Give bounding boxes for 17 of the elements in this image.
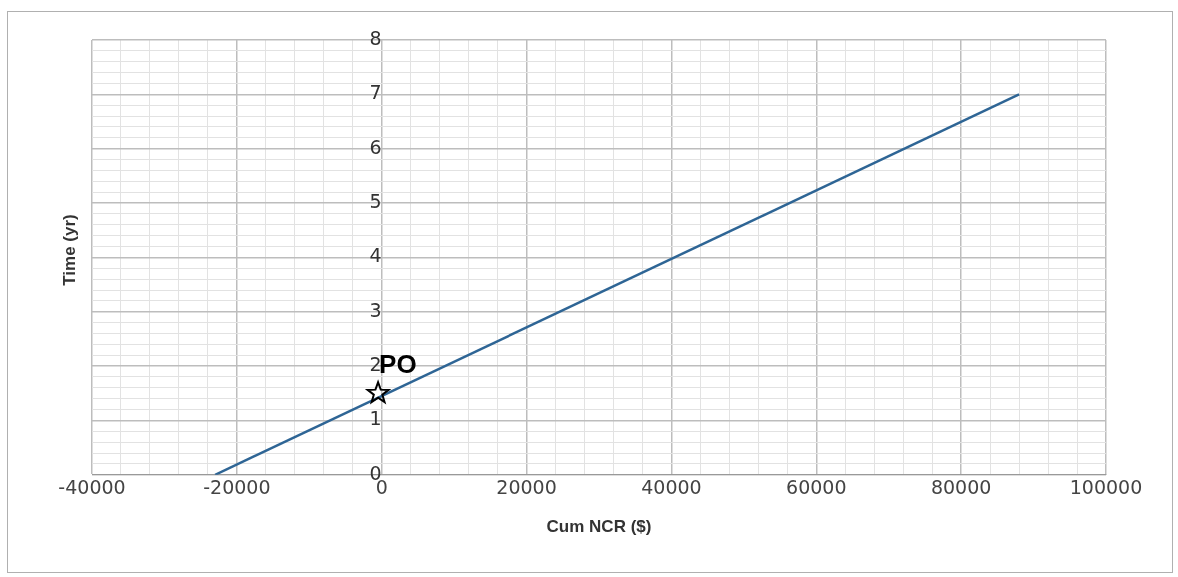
x-tick-label: -20000 [203,476,271,499]
x-tick-label: -40000 [58,476,126,499]
y-tick-label: 5 [369,189,382,212]
x-tick-label: 80000 [930,476,992,499]
x-tick-label: 40000 [641,476,702,499]
x-tick-label: 20000 [496,476,557,499]
y-tick-label: 4 [369,244,382,267]
y-tick-label: 8 [369,26,382,49]
x-axis-title: Cum NCR ($) [546,517,652,537]
x-tick-label: 60000 [786,476,847,499]
y-axis-title: Time (yr) [60,214,80,286]
y-tick-label: 6 [369,135,382,158]
series-label: PO [379,349,417,380]
y-tick-label: 1 [369,407,382,430]
y-tick-label: 3 [369,298,382,321]
y-tick-label: 7 [369,81,382,104]
x-tick-label: 100000 [1069,476,1143,499]
